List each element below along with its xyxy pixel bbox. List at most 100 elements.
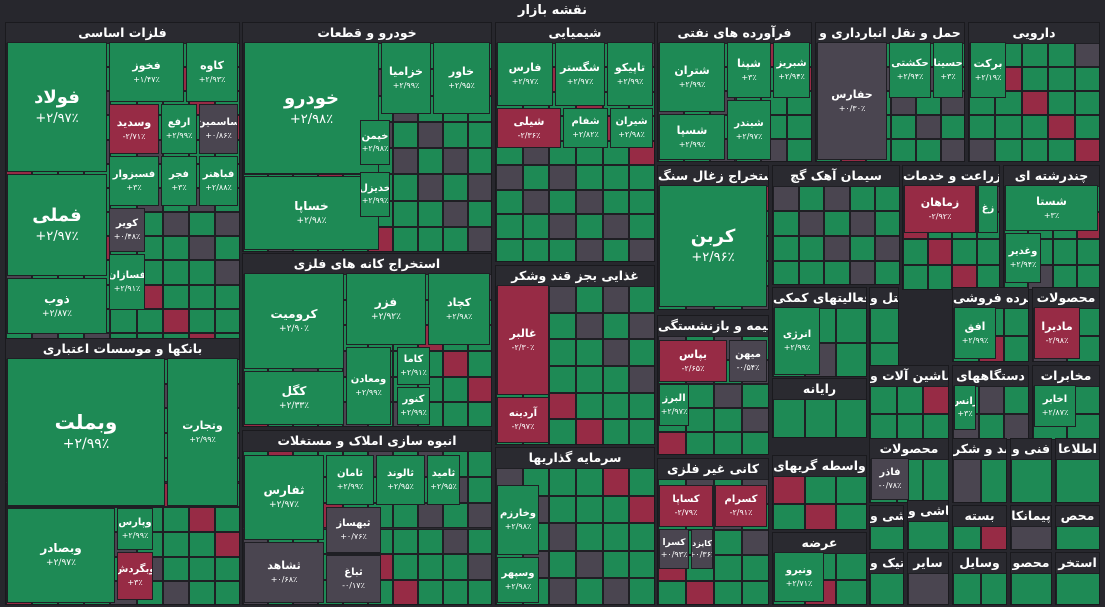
stock-tile[interactable]: کایزد+۰/۳۶٪ [691,529,713,569]
minor-stock-tile[interactable] [1056,573,1099,604]
minor-stock-tile[interactable] [549,523,576,551]
sector-title[interactable]: پیمانکا [1011,506,1051,526]
minor-stock-tile[interactable] [214,507,239,532]
minor-stock-tile[interactable] [468,528,491,555]
minor-stock-tile[interactable] [1074,139,1099,161]
minor-stock-tile[interactable] [214,212,239,237]
minor-stock-tile[interactable] [1074,91,1099,115]
minor-stock-tile[interactable] [549,550,576,579]
minor-stock-tile[interactable] [773,476,805,504]
sector-title[interactable]: محصو [1011,553,1051,573]
sector-title[interactable]: فعالیتهای کمکی [773,288,866,308]
minor-stock-tile[interactable] [602,214,630,239]
minor-stock-tile[interactable] [468,580,491,604]
stock-tile[interactable]: رانس +۳٪ [954,385,976,430]
stock-tile[interactable]: ونیرو +۲/۷۱٪ [774,552,824,602]
minor-stock-tile[interactable] [549,189,576,215]
stock-tile[interactable]: شبندر +۲/۹۷٪ [727,100,771,160]
stock-tile[interactable]: کاوه +۲/۹۳٪ [186,42,238,102]
minor-stock-tile[interactable] [443,121,468,148]
minor-stock-tile[interactable] [162,531,189,557]
minor-stock-tile[interactable] [1074,115,1099,139]
minor-stock-tile[interactable] [443,226,468,251]
minor-stock-tile[interactable] [927,238,952,265]
stock-tile[interactable]: ثشاهد +۰/۶۸٪ [244,542,324,603]
minor-stock-tile[interactable] [393,121,418,148]
minor-stock-tile[interactable] [629,312,654,340]
minor-stock-tile[interactable] [1056,459,1099,502]
minor-stock-tile[interactable] [1048,43,1075,67]
stock-tile[interactable]: زماهان -۲/۹۲٪ [904,185,976,233]
stock-tile[interactable]: شیلی -۲/۳۶٪ [497,108,561,148]
minor-stock-tile[interactable] [629,392,654,420]
minor-stock-tile[interactable] [443,174,468,201]
sector-title[interactable]: استخراج زغال سنگ [658,166,768,186]
stock-tile[interactable]: آردینه -۲/۹۷٪ [497,397,549,443]
minor-stock-tile[interactable] [1076,264,1099,289]
minor-stock-tile[interactable] [908,521,948,549]
stock-tile[interactable]: فباهنر +۲/۸۸٪ [199,156,238,206]
minor-stock-tile[interactable] [214,556,239,582]
minor-stock-tile[interactable] [773,236,799,261]
minor-stock-tile[interactable] [393,148,418,175]
minor-stock-tile[interactable] [787,115,811,139]
sector-title[interactable]: قند و شکر [953,439,1006,459]
minor-stock-tile[interactable] [188,284,215,309]
stock-tile[interactable]: ثبهساز +۰/۷۶٪ [326,507,381,553]
minor-stock-tile[interactable] [576,238,603,261]
minor-stock-tile[interactable] [418,502,443,529]
minor-stock-tile[interactable] [468,351,491,377]
sector-title[interactable]: غذایی بجز قند وشکر [496,266,654,286]
sector-title[interactable]: انبوه سازی املاک و مستغلات [243,431,491,451]
minor-stock-tile[interactable] [1048,67,1075,91]
stock-tile[interactable]: ثفارس +۲/۹۷٪ [244,455,324,540]
minor-stock-tile[interactable] [824,211,850,236]
minor-stock-tile[interactable] [1074,43,1099,67]
minor-stock-tile[interactable] [443,554,468,581]
minor-stock-tile[interactable] [549,214,576,239]
minor-stock-tile[interactable] [602,468,630,496]
minor-stock-tile[interactable] [976,238,999,265]
minor-stock-tile[interactable] [686,580,714,604]
sector-title[interactable]: عرضه [773,533,866,553]
minor-stock-tile[interactable] [978,413,1005,439]
stock-tile[interactable]: زغ [978,185,998,233]
minor-stock-tile[interactable] [686,432,714,454]
minor-stock-tile[interactable] [162,236,189,261]
sector-title[interactable]: کاشی و [870,506,903,526]
sector-title[interactable]: چندرشته ای [1004,166,1099,186]
minor-stock-tile[interactable] [1076,238,1099,265]
sector-title[interactable]: لاستیک و [870,553,903,573]
minor-stock-tile[interactable] [742,580,768,604]
minor-stock-tile[interactable] [1011,573,1051,604]
minor-stock-tile[interactable] [714,408,742,432]
minor-stock-tile[interactable] [1052,264,1077,289]
sector-title[interactable]: زراعت و خدمات [903,166,999,186]
minor-stock-tile[interactable] [393,502,418,529]
stock-tile[interactable]: البرز +۲/۹۷٪ [659,384,689,426]
minor-stock-tile[interactable] [1052,238,1077,265]
minor-stock-tile[interactable] [629,214,654,239]
minor-stock-tile[interactable] [629,550,654,579]
minor-stock-tile[interactable] [522,165,550,190]
minor-stock-tile[interactable] [773,211,799,236]
stock-tile[interactable]: وبصادر +۲/۹۷٪ [7,508,115,603]
minor-stock-tile[interactable] [496,165,523,190]
sector-title[interactable]: هتل و [870,288,898,308]
minor-stock-tile[interactable] [576,312,603,340]
stock-tile[interactable]: شسپا +۲/۹۹٪ [659,114,725,160]
minor-stock-tile[interactable] [742,408,768,432]
minor-stock-tile[interactable] [798,261,825,284]
minor-stock-tile[interactable] [836,553,866,580]
minor-stock-tile[interactable] [602,419,630,444]
stock-tile[interactable]: میهن -۰/۵۴٪ [729,340,767,382]
minor-stock-tile[interactable] [576,165,603,190]
minor-stock-tile[interactable] [980,459,1006,502]
minor-stock-tile[interactable] [549,495,576,524]
stock-tile[interactable]: خساپا +۲/۹۸٪ [244,176,379,250]
minor-stock-tile[interactable] [576,214,603,239]
stock-tile[interactable]: ارفع +۲/۹۹٪ [161,104,197,154]
minor-stock-tile[interactable] [188,531,215,557]
minor-stock-tile[interactable] [798,236,825,261]
minor-stock-tile[interactable] [393,200,418,227]
